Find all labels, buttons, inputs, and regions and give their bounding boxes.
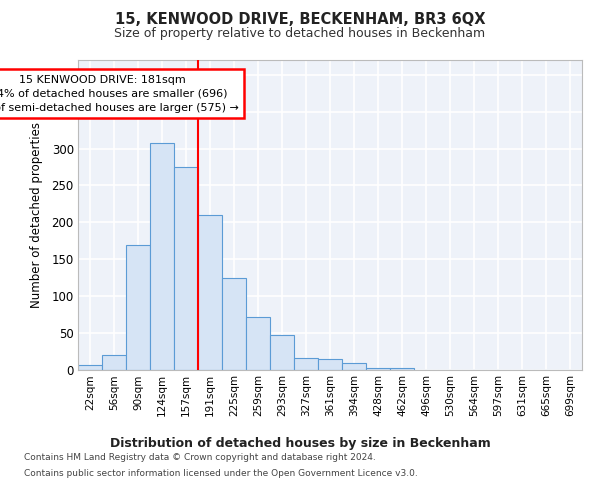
- Bar: [318, 359, 342, 370]
- Bar: [126, 244, 150, 370]
- Bar: [222, 278, 246, 370]
- Text: Distribution of detached houses by size in Beckenham: Distribution of detached houses by size …: [110, 438, 490, 450]
- Bar: [246, 317, 270, 370]
- Bar: [78, 365, 102, 370]
- Bar: [198, 215, 222, 370]
- Text: 15 KENWOOD DRIVE: 181sqm
← 54% of detached houses are smaller (696)
45% of semi-: 15 KENWOOD DRIVE: 181sqm ← 54% of detach…: [0, 75, 238, 113]
- Bar: [174, 167, 198, 370]
- Y-axis label: Number of detached properties: Number of detached properties: [30, 122, 43, 308]
- Text: Contains public sector information licensed under the Open Government Licence v3: Contains public sector information licen…: [24, 468, 418, 477]
- Text: 15, KENWOOD DRIVE, BECKENHAM, BR3 6QX: 15, KENWOOD DRIVE, BECKENHAM, BR3 6QX: [115, 12, 485, 28]
- Text: Contains HM Land Registry data © Crown copyright and database right 2024.: Contains HM Land Registry data © Crown c…: [24, 454, 376, 462]
- Bar: [294, 358, 318, 370]
- Bar: [342, 362, 366, 370]
- Bar: [270, 334, 294, 370]
- Text: Size of property relative to detached houses in Beckenham: Size of property relative to detached ho…: [115, 28, 485, 40]
- Bar: [102, 355, 126, 370]
- Bar: [150, 142, 174, 370]
- Bar: [366, 368, 390, 370]
- Bar: [390, 368, 414, 370]
